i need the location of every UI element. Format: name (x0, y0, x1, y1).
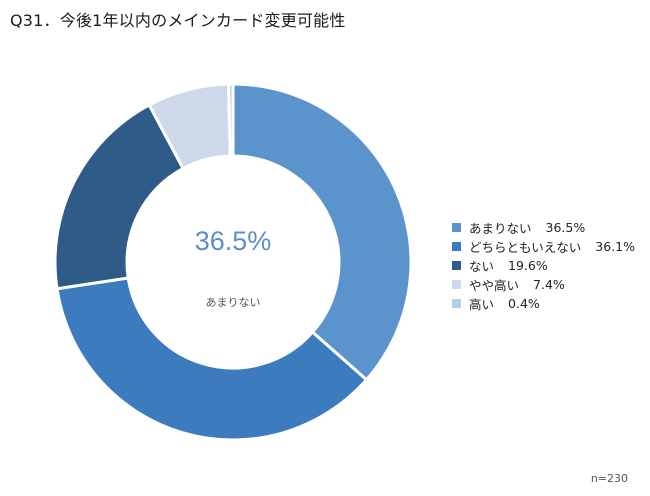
legend-item: あまりない 36.5% (452, 218, 635, 237)
legend-swatch (452, 261, 461, 270)
legend-swatch (452, 223, 461, 232)
legend-value: 36.5% (545, 220, 586, 235)
center-label: あまりない (205, 296, 261, 309)
legend-item: 高い 0.4% (452, 294, 635, 313)
chart-title: Q31．今後1年以内のメインカード変更可能性 (10, 11, 346, 30)
legend-label: あまりない (469, 221, 532, 236)
legend-item: やや高い 7.4% (452, 275, 635, 294)
slice-5 (226, 82, 235, 158)
legend-item: ない 19.6% (452, 256, 635, 275)
slice-2 (55, 276, 369, 442)
slice-1 (231, 82, 413, 382)
chart-legend: あまりない 36.5% どちらともいえない 36.1% ない 19.6% やや高い 7.4% 高… (452, 218, 635, 313)
legend-value: 0.4% (508, 296, 540, 311)
legend-label: やや高い (469, 278, 520, 293)
center-value: 36.5% (194, 226, 272, 256)
legend-label: 高い (469, 297, 495, 312)
sample-size-note: n=230 (590, 472, 628, 485)
legend-swatch (452, 299, 461, 308)
legend-label: どちらともいえない (469, 240, 582, 255)
legend-value: 7.4% (533, 277, 565, 292)
legend-swatch (452, 242, 461, 251)
legend-item: どちらともいえない 36.1% (452, 237, 635, 256)
legend-swatch (452, 280, 461, 289)
donut-slices (53, 82, 413, 442)
legend-value: 19.6% (508, 258, 548, 273)
legend-value: 36.1% (595, 239, 635, 254)
legend-label: ない (469, 259, 495, 274)
